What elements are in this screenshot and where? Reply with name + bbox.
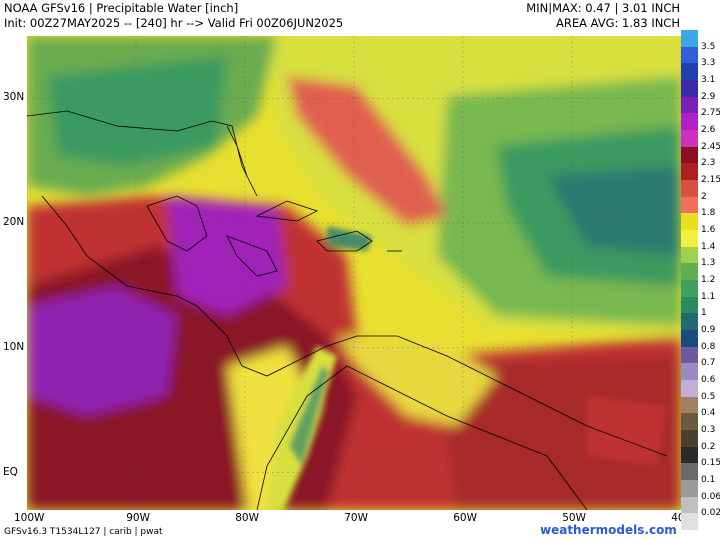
lon-label: 50W (562, 512, 586, 524)
colorbar-swatch (681, 446, 698, 464)
colorbar-label: 1.4 (701, 241, 716, 252)
colorbar-label: 1 (701, 308, 707, 319)
colorbar-label: 2.9 (701, 91, 716, 102)
colorbar-label: 0.4 (701, 408, 716, 419)
colorbar-swatch (681, 463, 698, 481)
colorbar-label: 0.15 (701, 458, 720, 469)
colorbar-label: 0.06 (701, 491, 720, 502)
colorbar-swatch (681, 480, 698, 498)
colorbar-swatch (681, 413, 698, 431)
lon-label: 70W (344, 512, 368, 524)
colorbar-swatch (681, 180, 698, 198)
colorbar-label: 2 (701, 191, 707, 202)
precipitable-water-map (27, 36, 681, 510)
graticule (27, 36, 681, 510)
colorbar-swatch (681, 246, 698, 264)
lat-label: 20N (3, 216, 25, 229)
colorbar-label: 1.3 (701, 258, 716, 269)
colorbar-swatch (681, 296, 698, 314)
area-average-readout: AREA AVG: 1.83 INCH (555, 16, 680, 30)
colorbar-label: 0.2 (701, 441, 716, 452)
colorbar-swatch (681, 196, 698, 214)
colorbar-swatch (681, 230, 698, 248)
colorbar-label: 1.2 (701, 275, 716, 285)
colorbar-label: 3.3 (701, 58, 716, 69)
colorbar-label: 0.6 (701, 375, 716, 385)
lon-label: 90W (126, 512, 150, 524)
lat-label: 30N (3, 91, 25, 104)
colorbar-swatch (681, 63, 698, 81)
colorbar-swatch (681, 496, 698, 514)
lat-label: 10N (3, 340, 25, 353)
colorbar-swatch (681, 380, 698, 398)
coastlines (27, 110, 668, 510)
colorbar-swatch (681, 513, 698, 531)
min-max-readout: MIN|MAX: 0.47 | 3.01 INCH (526, 1, 680, 15)
colorbar-label: 2.3 (701, 158, 716, 169)
brand-link[interactable]: weathermodels.com (540, 523, 677, 537)
colorbar-label: 0.1 (701, 475, 716, 485)
pwat-field (27, 36, 681, 510)
colorbar-label: 1.6 (701, 225, 716, 235)
colorbar-swatch (681, 396, 698, 414)
colorbar-swatch (681, 213, 698, 231)
colorbar-swatch (681, 30, 698, 48)
colorbar-label: 2.75 (701, 108, 720, 119)
colorbar-swatch (681, 330, 698, 348)
colorbar-label: 0.9 (701, 325, 716, 335)
colorbar-swatch (681, 313, 698, 331)
lon-label: 80W (235, 512, 259, 524)
colorbar-swatch (681, 263, 698, 281)
colorbar-swatch (681, 430, 698, 448)
colorbar-label: 0.3 (701, 425, 716, 435)
colorbar-label: 1.8 (701, 208, 716, 219)
colorbar-label: 0.02 (701, 508, 720, 519)
colorbar-swatch (681, 113, 698, 131)
colorbar-swatch (681, 363, 698, 381)
colorbar-label: 3.1 (701, 75, 716, 85)
map-title: NOAA GFSv16 | Precipitable Water [inch] (4, 1, 239, 15)
colorbar-label: 0.8 (701, 341, 716, 352)
colorbar-swatch (681, 130, 698, 148)
lat-label: EQ (3, 465, 18, 478)
model-info: GFSv16.3 T1534L127 | carib | pwat (4, 527, 163, 537)
colorbar-label: 2.6 (701, 125, 716, 135)
colorbar-swatch (681, 96, 698, 114)
map-subtitle: Init: 00Z27MAY2025 -- [240] hr --> Valid… (4, 16, 344, 30)
colorbar-label: 2.45 (701, 141, 720, 152)
colorbar-label: 0.5 (701, 391, 716, 402)
colorbar-legend: 3.5 3.3 3.1 2.9 2.75 2.6 2.45 2.3 2.15 2 1.8 1.6 1.4… (681, 30, 720, 531)
lon-label: 60W (453, 512, 477, 524)
colorbar-label: 3.5 (701, 41, 716, 52)
colorbar-swatch (681, 146, 698, 164)
colorbar-swatch (681, 163, 698, 181)
colorbar-swatch (681, 46, 698, 64)
colorbar-swatch (681, 346, 698, 364)
colorbar-label: 1.1 (701, 291, 716, 302)
colorbar-swatch (681, 80, 698, 98)
colorbar-label: 0.7 (701, 358, 716, 369)
colorbar-swatch (681, 280, 698, 298)
colorbar-label: 2.15 (701, 175, 720, 185)
lon-label: 100W (14, 512, 45, 524)
